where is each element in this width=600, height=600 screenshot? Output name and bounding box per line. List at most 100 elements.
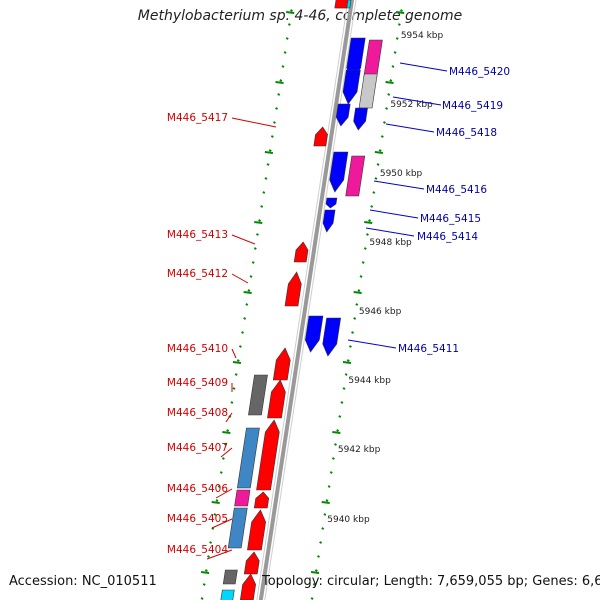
right-rail-dot	[363, 247, 367, 250]
left-rail-dot	[200, 597, 204, 600]
right-rail-dot	[359, 275, 363, 278]
scale-label: 5950 kbp	[380, 169, 423, 179]
gene-m446-5410-arrow	[272, 347, 291, 381]
gene-m446-5411-b	[322, 317, 342, 357]
backbone-edge-left	[256, 0, 349, 600]
gene-m446-5414-arrow	[322, 209, 336, 233]
gene-features	[220, 0, 383, 600]
scale-label: 5944 kbp	[348, 376, 391, 386]
left-gene-label: M446_5410	[167, 343, 228, 355]
right-rail-dot	[314, 569, 318, 572]
right-gene-labels: M446_5420 M446_5419 M446_5418 M446_5416 M446…	[347, 62, 510, 355]
left-rail-dot	[283, 51, 287, 54]
left-gene-label: M446_5405	[167, 513, 228, 525]
left-rail-dot	[230, 401, 234, 404]
right-rail-dot	[342, 387, 346, 390]
left-rail-dot	[238, 345, 242, 348]
left-rail-dot	[264, 177, 268, 180]
left-rail-dot	[277, 93, 281, 96]
gene-m446-5409-arrow	[267, 379, 286, 419]
genome-backbone	[256, 0, 357, 600]
left-gene-label: M446_5407	[167, 442, 228, 454]
left-rail-dot	[241, 331, 244, 334]
right-gene-label: M446_5414	[417, 231, 478, 243]
right-gene-label: M446_5419	[442, 100, 503, 112]
right-rail-dot	[317, 555, 320, 558]
left-rail-major	[243, 291, 252, 294]
right-rail-dot	[387, 93, 391, 96]
gene-red-top	[334, 0, 349, 9]
scale-label: 5952 kbp	[390, 100, 433, 110]
right-rail-dot	[351, 331, 354, 334]
right-rail-major	[396, 11, 405, 14]
right-rail-dot	[397, 23, 401, 26]
left-rail-dot	[236, 359, 240, 362]
right-gene-label: M446_5411	[398, 343, 459, 355]
gene-m446-5411-a	[305, 315, 324, 353]
backbone-edge-right	[264, 0, 357, 600]
right-rail-major	[374, 151, 384, 154]
gene-m446-5418-arrow	[353, 107, 368, 131]
right-rail-major	[385, 81, 394, 84]
left-rail-dot	[213, 513, 217, 516]
left-rail-dot	[279, 79, 283, 82]
right-rail-dot	[368, 219, 372, 222]
right-rail-dot	[357, 289, 361, 292]
left-rail-dot	[268, 149, 272, 152]
right-rail-dot	[370, 205, 374, 208]
left-leader-line	[206, 549, 233, 560]
gene-m446-5417-arrow	[313, 126, 328, 147]
gene-m446-5404-arrow	[243, 551, 260, 575]
left-rail-dot	[270, 135, 274, 138]
gene-pink-box	[363, 39, 383, 79]
right-rail-dot	[361, 261, 365, 264]
scale-label: 5942 kbp	[338, 445, 381, 455]
right-rail-major	[342, 361, 352, 364]
right-rail-dot	[319, 541, 323, 544]
gene-gray-block	[248, 374, 268, 416]
left-gene-labels: M446_5417 M446_5413 M446_5412 M446_5410 M446…	[167, 112, 277, 560]
right-rail-dot	[346, 359, 350, 362]
right-gene-label: M446_5416	[426, 184, 487, 196]
right-rail-major	[364, 221, 373, 224]
left-rail-dot	[234, 373, 238, 376]
right-leader-line	[347, 339, 397, 349]
gene-m446-5413-arrow	[293, 241, 309, 263]
right-rail-dot	[312, 583, 316, 586]
left-rail-dot	[215, 499, 219, 502]
scale-label: 5940 kbp	[327, 515, 370, 525]
right-rail-dot	[400, 9, 403, 12]
left-rail-major	[254, 221, 263, 224]
left-rail-dot	[217, 485, 221, 488]
right-rail-dot	[353, 317, 357, 320]
right-rail-dot	[325, 499, 329, 502]
left-rail-dot	[251, 261, 255, 264]
left-leader-line	[215, 488, 233, 499]
right-rail-dot	[338, 415, 342, 418]
left-rail-major	[222, 431, 231, 434]
left-rail-dot	[255, 233, 259, 236]
left-leader-line	[220, 447, 233, 458]
right-rail-dot	[340, 401, 344, 404]
left-leader-line	[211, 518, 233, 529]
left-gene-label: M446_5417	[167, 112, 228, 124]
right-rail-dot	[372, 191, 376, 194]
left-rail-major	[286, 11, 295, 14]
gene-m446-5406-arrow	[253, 491, 270, 509]
right-rail-dot	[365, 233, 369, 236]
right-rail-dot	[310, 597, 314, 600]
left-rail-dot	[285, 37, 289, 40]
right-rail-dot	[385, 107, 389, 110]
left-leader-line	[231, 117, 277, 128]
left-rail-dot	[262, 191, 266, 194]
right-rail-dot	[393, 51, 397, 54]
left-rail-major	[211, 501, 220, 504]
left-rail-dot	[258, 219, 262, 222]
left-rail-dot	[207, 555, 210, 558]
left-rail-dot	[245, 303, 249, 306]
left-gene-label: M446_5413	[167, 229, 228, 241]
gene-pink-small	[234, 489, 251, 507]
right-rail-dot	[348, 345, 352, 348]
right-rail-dot	[355, 303, 359, 306]
left-rail-dot	[226, 429, 230, 432]
